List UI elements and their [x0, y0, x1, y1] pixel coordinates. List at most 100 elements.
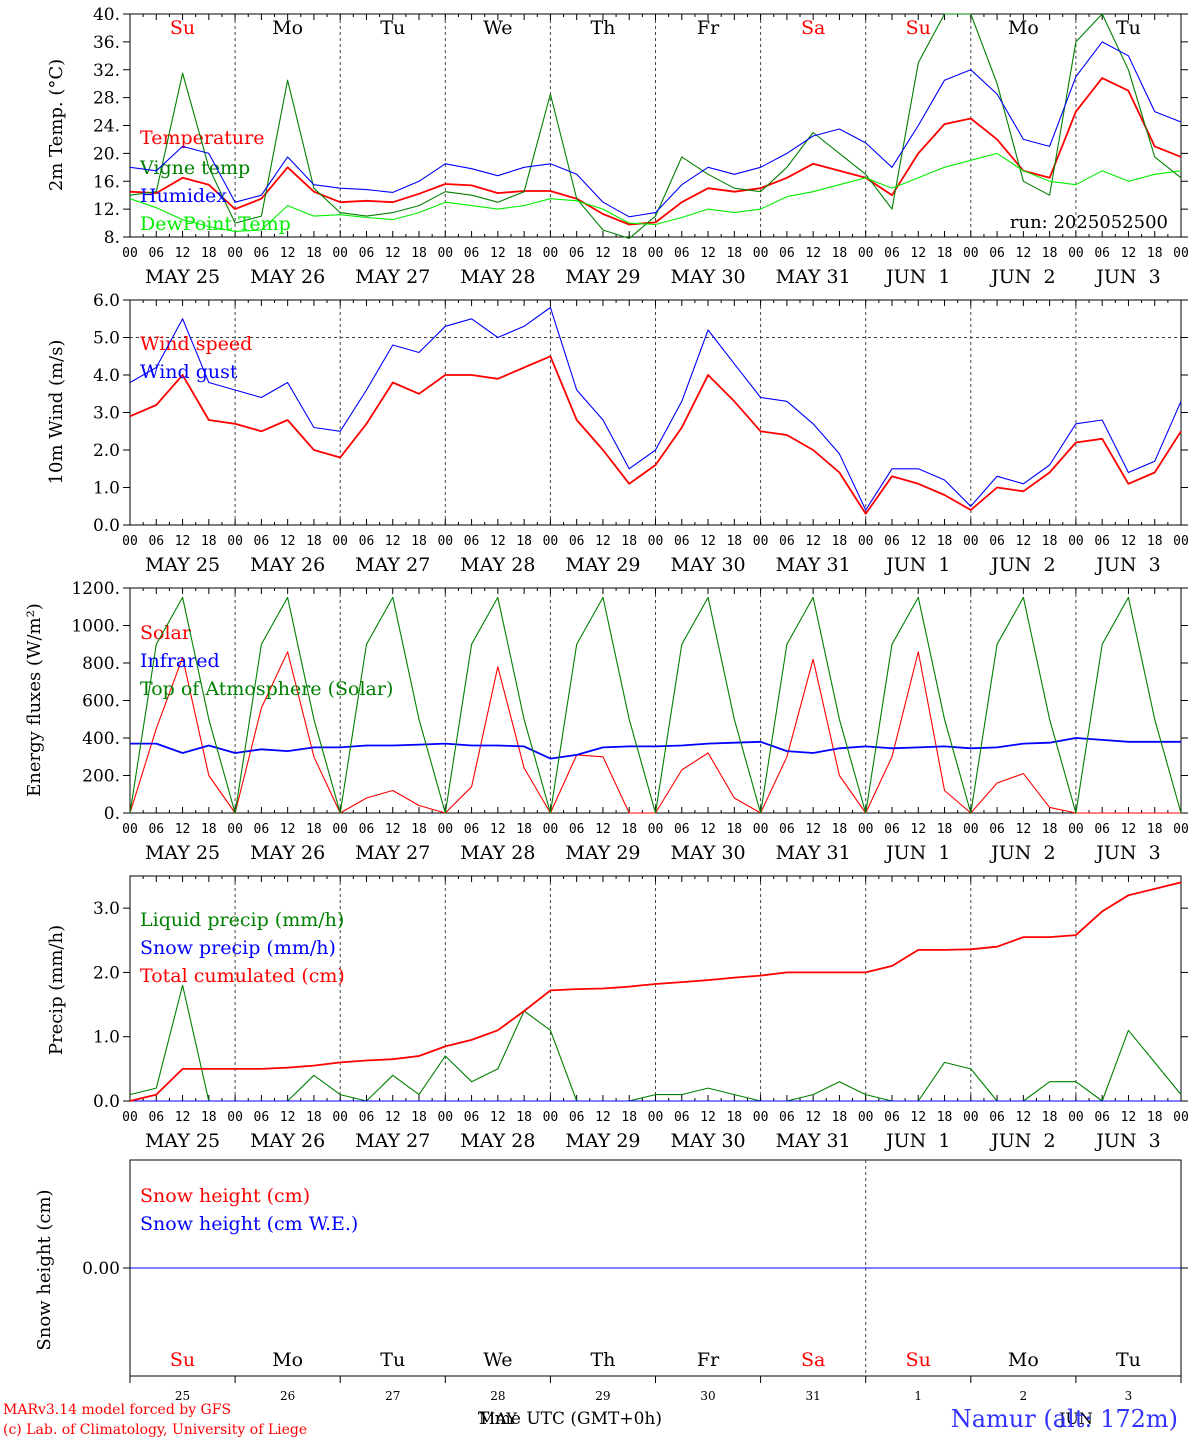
day-number-label: 29 — [595, 1389, 610, 1403]
y-tick-label: 0. — [104, 804, 120, 824]
hour-tick-label: 12 — [910, 246, 926, 261]
day-number-label: 26 — [280, 1389, 295, 1403]
y-tick-label: 2.0 — [93, 441, 120, 461]
panels: 00 06 12 18 00 06 12 18 00 06 12 18 00 06 12 18 00 06 12 18… — [24, 5, 1189, 1428]
hour-tick-label: 00 — [1173, 534, 1189, 549]
y-tick-label: 24. — [93, 117, 120, 137]
weekday-label: Sa — [801, 1349, 825, 1371]
y-tick-label: 1000. — [71, 617, 120, 637]
hour-tick-label: 00 — [543, 822, 559, 837]
credit-model: MARv3.14 model forced by GFS — [3, 1402, 231, 1418]
hour-tick-label: 12 — [490, 1110, 506, 1125]
station-label: Namur (alt: 172m) — [951, 1405, 1178, 1433]
hour-tick-label: 18 — [306, 534, 322, 549]
legend-entry: Solar — [140, 622, 192, 644]
hour-tick-label: 12 — [385, 822, 401, 837]
hour-tick-label: 00 — [122, 822, 138, 837]
hour-tick-label: 12 — [1016, 534, 1032, 549]
hour-tick-label: 12 — [280, 246, 296, 261]
hour-tick-label: 12 — [595, 246, 611, 261]
hour-tick-label: 00 — [332, 534, 348, 549]
date-label: MAY 30 — [670, 266, 745, 288]
hour-tick-label: 12 — [490, 534, 506, 549]
hour-tick-label: 18 — [516, 1110, 532, 1125]
hour-tick-label: 06 — [779, 822, 795, 837]
date-label: MAY 25 — [145, 266, 220, 288]
hour-tick-label: 12 — [175, 246, 191, 261]
hour-tick-label: 00 — [858, 534, 874, 549]
hour-tick-label: 06 — [254, 1110, 270, 1125]
hour-tick-label: 06 — [464, 534, 480, 549]
hour-tick-label: 18 — [1042, 822, 1058, 837]
hour-tick-label: 18 — [411, 1110, 427, 1125]
weekday-label: Mo — [1008, 17, 1039, 39]
date-label: MAY 25 — [145, 842, 220, 864]
hour-tick-label: 00 — [543, 534, 559, 549]
hour-tick-label: 18 — [1042, 534, 1058, 549]
hour-tick-label: 00 — [753, 246, 769, 261]
hour-tick-label: 12 — [1121, 534, 1137, 549]
y-tick-label: 0.0 — [93, 1092, 120, 1112]
weekday-label: Th — [590, 17, 615, 39]
hour-tick-label: 06 — [989, 534, 1005, 549]
hour-tick-label: 06 — [464, 246, 480, 261]
series-line-3 — [129, 41, 1182, 218]
hour-tick-label: 12 — [1121, 822, 1137, 837]
weekday-label: Su — [170, 1349, 195, 1371]
hour-tick-label: 18 — [201, 534, 217, 549]
y-tick-label: 16. — [93, 172, 120, 192]
hour-tick-label: 06 — [148, 246, 164, 261]
legend-entry: Infrared — [140, 650, 220, 672]
hour-tick-label: 00 — [858, 246, 874, 261]
hour-tick-label: 18 — [306, 1110, 322, 1125]
hour-tick-label: 12 — [805, 1110, 821, 1125]
hour-tick-label: 06 — [779, 534, 795, 549]
hour-tick-label: 00 — [858, 1110, 874, 1125]
hour-tick-label: 12 — [595, 822, 611, 837]
date-label: MAY 27 — [355, 266, 430, 288]
date-label: MAY 29 — [565, 266, 640, 288]
y-axis-label: 10m Wind (m/s) — [46, 340, 67, 485]
legend-entry: DewPoint Temp — [140, 213, 291, 235]
date-label: MAY 25 — [145, 1130, 220, 1152]
series-line-2 — [129, 13, 1182, 239]
hour-tick-label: 18 — [726, 1110, 742, 1125]
hour-tick-label: 06 — [464, 822, 480, 837]
series-line-1 — [129, 355, 1182, 515]
y-tick-label: 400. — [82, 729, 120, 749]
hour-tick-label: 18 — [1147, 822, 1163, 837]
day-number-label: 3 — [1125, 1389, 1133, 1403]
hour-tick-label: 18 — [411, 822, 427, 837]
hour-tick-label: 12 — [805, 534, 821, 549]
hour-tick-label: 00 — [648, 246, 664, 261]
hour-tick-label: 00 — [753, 822, 769, 837]
weekday-label: Mo — [272, 17, 303, 39]
series-line-1 — [129, 77, 1182, 226]
date-label: MAY 28 — [460, 554, 535, 576]
y-tick-label: 20. — [93, 144, 120, 164]
date-label: MAY 27 — [355, 842, 430, 864]
month-label: MAY — [479, 1409, 517, 1428]
hour-tick-label: 06 — [254, 534, 270, 549]
hour-tick-label: 18 — [621, 822, 637, 837]
date-label: JUN 2 — [989, 266, 1055, 288]
hour-tick-label: 18 — [621, 534, 637, 549]
date-label: JUN 1 — [884, 554, 950, 576]
hour-tick-label: 06 — [148, 534, 164, 549]
hour-tick-label: 12 — [805, 822, 821, 837]
hour-tick-label: 12 — [175, 822, 191, 837]
day-number-label: 30 — [700, 1389, 715, 1403]
hour-tick-label: 00 — [648, 534, 664, 549]
series-line-4 — [129, 152, 1182, 232]
weekday-label: Su — [906, 1349, 931, 1371]
hour-tick-label: 00 — [963, 822, 979, 837]
date-label: MAY 29 — [565, 554, 640, 576]
date-label: MAY 29 — [565, 1130, 640, 1152]
hour-tick-label: 06 — [1094, 246, 1110, 261]
month-label: JUN — [1057, 1409, 1093, 1428]
y-axis-label: Precip (mm/h) — [46, 925, 67, 1055]
hour-tick-label: 18 — [411, 246, 427, 261]
hour-tick-label: 00 — [648, 822, 664, 837]
date-label: MAY 31 — [776, 1130, 851, 1152]
hour-tick-label: 12 — [280, 534, 296, 549]
